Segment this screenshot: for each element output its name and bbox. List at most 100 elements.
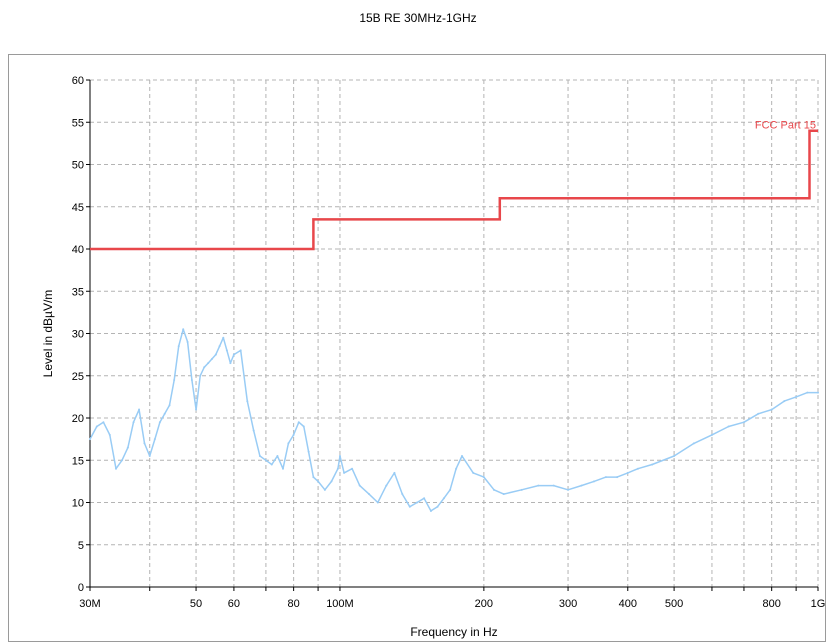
x-tick-label-5: 200 xyxy=(475,598,493,610)
measurement-point-28 xyxy=(225,349,228,352)
measurement-point-59 xyxy=(416,501,419,504)
measurement-point-31 xyxy=(239,349,242,352)
x-tick-label-0: 30M xyxy=(79,598,100,610)
measurement-point-33 xyxy=(252,429,255,432)
measurement-point-80 xyxy=(636,467,639,470)
measurement-point-3 xyxy=(108,433,111,436)
measurement-point-35 xyxy=(264,459,267,462)
x-tick-label-9: 800 xyxy=(762,598,780,610)
y-tick-label-4: 20 xyxy=(72,413,84,425)
measurement-point-17 xyxy=(182,328,185,331)
y-tick-label-2: 10 xyxy=(72,498,84,510)
measurement-point-6 xyxy=(126,446,129,449)
measurement-point-76 xyxy=(593,480,596,483)
x-tick-label-8: 500 xyxy=(665,598,683,610)
measurement-point-34 xyxy=(258,455,261,458)
measurement-point-63 xyxy=(442,497,445,500)
measurement-point-21 xyxy=(199,374,202,377)
y-tick-label-7: 35 xyxy=(72,286,84,298)
measurement-point-26 xyxy=(218,345,221,348)
measurement-point-25 xyxy=(214,353,217,356)
measurement-point-71 xyxy=(520,488,523,491)
measurement-point-36 xyxy=(270,463,273,466)
series-measurement-line xyxy=(89,328,818,512)
measurement-point-19 xyxy=(190,378,193,381)
measurement-point-11 xyxy=(153,438,156,441)
measurement-point-51 xyxy=(351,467,354,470)
y-tick-label-12: 60 xyxy=(72,75,84,87)
measurement-point-14 xyxy=(168,404,171,407)
measurement-point-1 xyxy=(95,425,98,428)
measurement-point-91 xyxy=(806,391,809,394)
y-axis-label: Level in dBµV/m xyxy=(41,290,55,378)
y-tick-label-5: 25 xyxy=(72,371,84,383)
measurement-point-74 xyxy=(567,488,570,491)
measurement-point-78 xyxy=(616,476,619,479)
measurement-point-89 xyxy=(783,400,786,403)
measurement-point-56 xyxy=(393,471,396,474)
measurement-point-40 xyxy=(292,433,295,436)
measurement-point-61 xyxy=(429,509,432,512)
measurement-point-50 xyxy=(343,471,346,474)
y-tick-label-1: 5 xyxy=(78,540,84,552)
measurement-point-92 xyxy=(817,391,819,394)
chart-title: 15B RE 30MHz-1GHz xyxy=(359,11,477,25)
measurement-point-22 xyxy=(203,366,206,369)
measurement-point-83 xyxy=(692,442,695,445)
measurement-point-66 xyxy=(460,455,463,458)
measurement-point-13 xyxy=(163,412,166,415)
measurement-point-49 xyxy=(338,455,341,458)
measurement-point-39 xyxy=(287,442,290,445)
x-tick-label-1: 50 xyxy=(190,598,202,610)
measurement-point-60 xyxy=(423,497,426,500)
y-tick-label-0: 0 xyxy=(78,582,84,594)
measurement-point-9 xyxy=(143,442,146,445)
measurement-point-4 xyxy=(114,467,117,470)
measurement-point-42 xyxy=(302,425,305,428)
measurement-point-86 xyxy=(742,421,745,424)
y-tick-label-11: 55 xyxy=(72,117,84,129)
measurement-point-79 xyxy=(626,471,629,474)
measurement-point-88 xyxy=(770,408,773,411)
measurement-point-32 xyxy=(246,400,249,403)
measurement-point-75 xyxy=(580,484,583,487)
measurement-point-43 xyxy=(307,450,310,453)
measurement-point-7 xyxy=(132,421,135,424)
measurement-point-87 xyxy=(757,412,760,415)
measurement-point-46 xyxy=(323,488,326,491)
measurement-point-29 xyxy=(229,362,232,365)
measurement-point-16 xyxy=(177,345,180,348)
measurement-point-52 xyxy=(358,484,361,487)
measurement-point-30 xyxy=(232,353,235,356)
x-tick-label-6: 300 xyxy=(559,598,577,610)
measurement-point-0 xyxy=(89,438,91,441)
measurement-point-41 xyxy=(297,421,300,424)
measurement-point-27 xyxy=(222,336,225,339)
measurement-point-15 xyxy=(173,378,176,381)
measurement-point-54 xyxy=(376,501,379,504)
measurement-point-85 xyxy=(727,425,730,428)
measurement-point-8 xyxy=(138,408,141,411)
measurement-point-37 xyxy=(276,455,279,458)
measurement-point-70 xyxy=(502,493,505,496)
measurement-point-68 xyxy=(482,476,485,479)
series-limit-line xyxy=(90,129,818,251)
measurement-point-5 xyxy=(121,459,124,462)
measurement-point-81 xyxy=(651,463,654,466)
measurement-point-24 xyxy=(211,357,214,360)
measurement-point-90 xyxy=(795,395,798,398)
measurement-point-62 xyxy=(436,505,439,508)
measurement-point-38 xyxy=(281,467,284,470)
measurement-point-45 xyxy=(317,480,320,483)
measurement-point-44 xyxy=(312,476,315,479)
measurement-point-77 xyxy=(604,476,607,479)
measurement-point-12 xyxy=(158,421,161,424)
measurement-point-67 xyxy=(472,471,475,474)
measurement-point-23 xyxy=(207,362,210,365)
measurement-point-65 xyxy=(455,467,458,470)
y-tick-label-8: 40 xyxy=(72,244,84,256)
measurement-point-84 xyxy=(710,433,713,436)
measurement-point-55 xyxy=(385,484,388,487)
limit-line-label: FCC Part 15 xyxy=(755,120,816,132)
